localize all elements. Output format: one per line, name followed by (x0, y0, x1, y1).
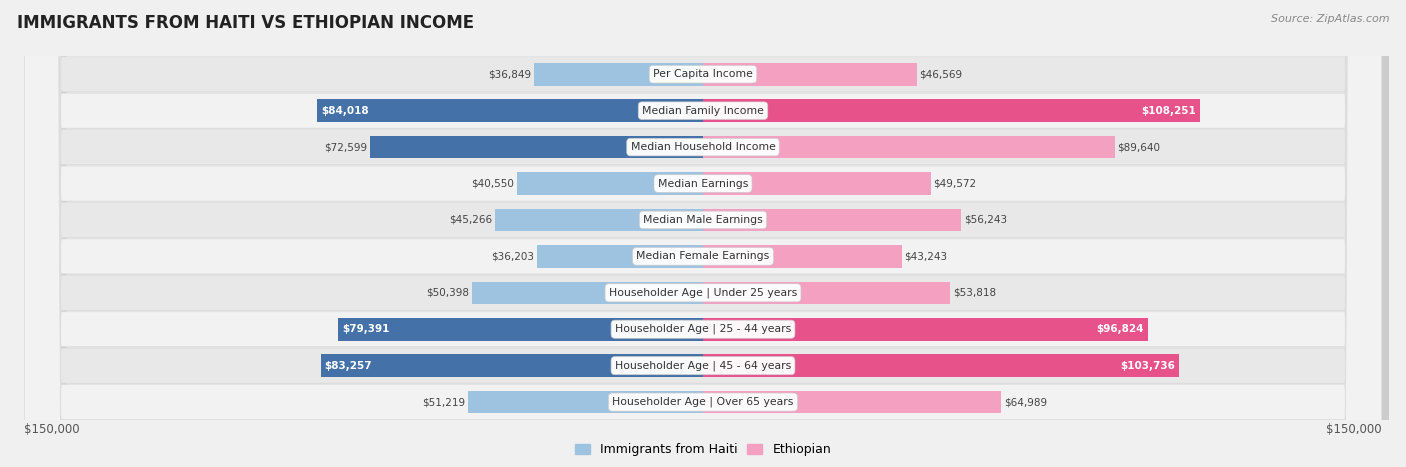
Text: $103,736: $103,736 (1121, 361, 1175, 371)
FancyBboxPatch shape (24, 0, 1382, 467)
FancyBboxPatch shape (24, 0, 1382, 467)
FancyBboxPatch shape (31, 0, 1389, 467)
FancyBboxPatch shape (24, 0, 1382, 467)
Text: Median Male Earnings: Median Male Earnings (643, 215, 763, 225)
Bar (339, 318, 703, 340)
Legend: Immigrants from Haiti, Ethiopian: Immigrants from Haiti, Ethiopian (569, 439, 837, 461)
Bar (703, 282, 950, 304)
Text: Householder Age | 25 - 44 years: Householder Age | 25 - 44 years (614, 324, 792, 334)
Text: Householder Age | 45 - 64 years: Householder Age | 45 - 64 years (614, 361, 792, 371)
Text: $83,257: $83,257 (325, 361, 373, 371)
FancyBboxPatch shape (24, 0, 1382, 467)
Text: IMMIGRANTS FROM HAITI VS ETHIOPIAN INCOME: IMMIGRANTS FROM HAITI VS ETHIOPIAN INCOM… (17, 14, 474, 32)
Bar (703, 354, 1180, 377)
FancyBboxPatch shape (31, 0, 1389, 467)
Bar (703, 99, 1201, 122)
Text: $45,266: $45,266 (450, 215, 492, 225)
Bar (471, 282, 703, 304)
FancyBboxPatch shape (24, 0, 1382, 467)
Text: Householder Age | Under 25 years: Householder Age | Under 25 years (609, 288, 797, 298)
Text: $96,824: $96,824 (1097, 324, 1143, 334)
Bar (703, 172, 931, 195)
FancyBboxPatch shape (31, 0, 1389, 467)
Bar (534, 63, 703, 85)
FancyBboxPatch shape (31, 0, 1389, 467)
Bar (468, 391, 703, 413)
Text: $50,398: $50,398 (426, 288, 470, 298)
FancyBboxPatch shape (31, 0, 1389, 467)
Text: Source: ZipAtlas.com: Source: ZipAtlas.com (1271, 14, 1389, 24)
FancyBboxPatch shape (24, 0, 1382, 467)
Text: $36,849: $36,849 (488, 69, 531, 79)
Text: Median Earnings: Median Earnings (658, 178, 748, 189)
Text: $53,818: $53,818 (953, 288, 995, 298)
Text: Per Capita Income: Per Capita Income (652, 69, 754, 79)
FancyBboxPatch shape (31, 0, 1389, 467)
Text: $36,203: $36,203 (491, 251, 534, 262)
Text: $43,243: $43,243 (904, 251, 948, 262)
Text: Median Family Income: Median Family Income (643, 106, 763, 116)
Bar (537, 245, 703, 268)
FancyBboxPatch shape (24, 0, 1382, 467)
FancyBboxPatch shape (31, 0, 1389, 467)
Bar (703, 136, 1115, 158)
Text: Householder Age | Over 65 years: Householder Age | Over 65 years (612, 397, 794, 407)
Text: $108,251: $108,251 (1142, 106, 1197, 116)
FancyBboxPatch shape (31, 0, 1389, 467)
Text: $150,000: $150,000 (1326, 423, 1382, 436)
Bar (517, 172, 703, 195)
Bar (370, 136, 703, 158)
FancyBboxPatch shape (24, 0, 1382, 467)
Text: $150,000: $150,000 (24, 423, 80, 436)
Text: $46,569: $46,569 (920, 69, 963, 79)
Bar (703, 209, 962, 231)
FancyBboxPatch shape (24, 0, 1382, 467)
Bar (703, 391, 1001, 413)
Text: $64,989: $64,989 (1004, 397, 1047, 407)
Text: $79,391: $79,391 (343, 324, 389, 334)
Bar (495, 209, 703, 231)
Bar (321, 354, 703, 377)
FancyBboxPatch shape (31, 0, 1389, 467)
Text: $84,018: $84,018 (321, 106, 368, 116)
Text: $51,219: $51,219 (422, 397, 465, 407)
Text: $40,550: $40,550 (471, 178, 515, 189)
Bar (703, 245, 901, 268)
Text: Median Household Income: Median Household Income (630, 142, 776, 152)
Text: $56,243: $56,243 (963, 215, 1007, 225)
Text: $49,572: $49,572 (934, 178, 976, 189)
Bar (703, 63, 917, 85)
Text: $89,640: $89,640 (1118, 142, 1160, 152)
FancyBboxPatch shape (24, 0, 1382, 467)
Text: $72,599: $72,599 (323, 142, 367, 152)
Text: Median Female Earnings: Median Female Earnings (637, 251, 769, 262)
FancyBboxPatch shape (31, 0, 1389, 467)
Bar (318, 99, 703, 122)
Bar (703, 318, 1147, 340)
